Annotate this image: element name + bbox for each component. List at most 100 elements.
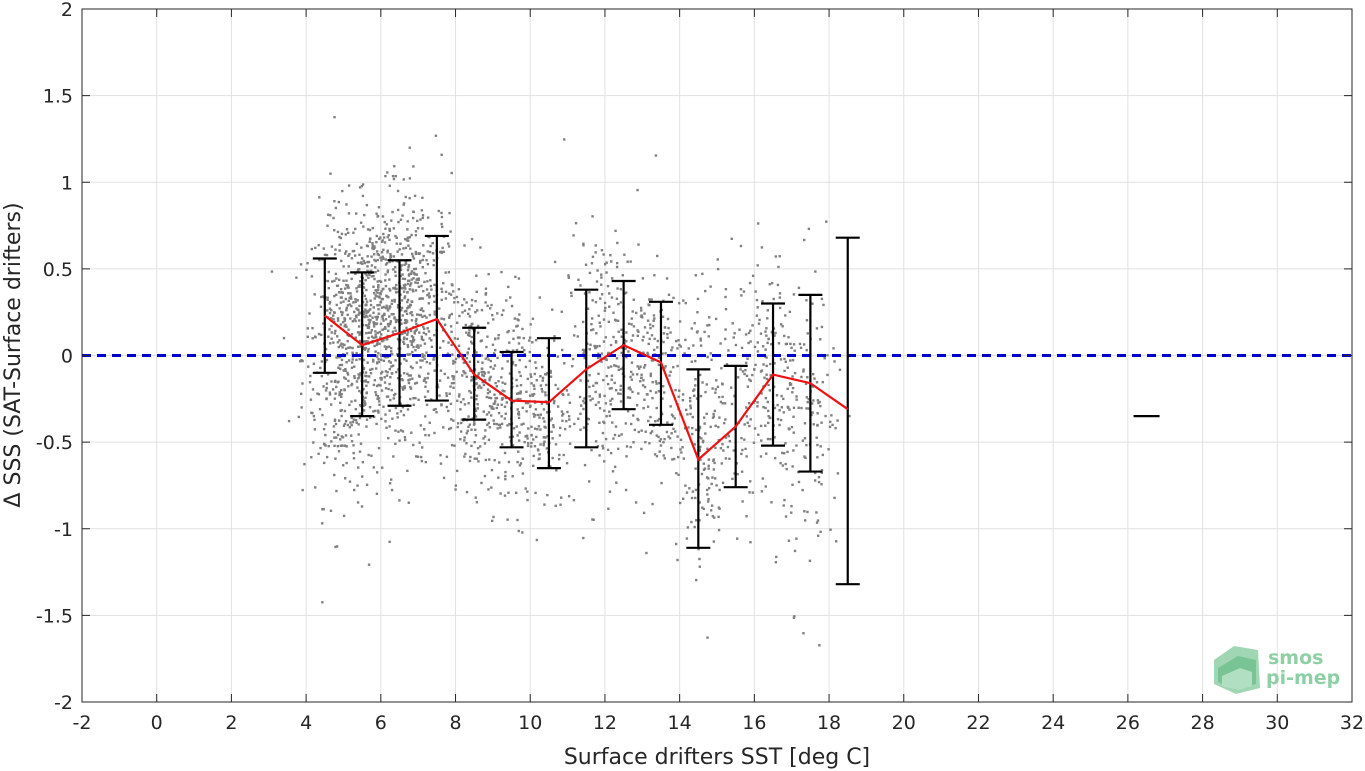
scatter-point [404, 262, 408, 265]
scatter-point [652, 314, 656, 317]
scatter-point [350, 361, 354, 364]
scatter-point [350, 400, 353, 403]
scatter-point [367, 322, 371, 326]
scatter-point [417, 346, 420, 349]
scatter-point [515, 325, 518, 328]
scatter-point [362, 259, 365, 263]
scatter-point [639, 380, 642, 383]
scatter-point [369, 331, 373, 334]
scatter-point [372, 253, 376, 256]
scatter-point [318, 258, 321, 262]
scatter-point [426, 280, 429, 283]
scatter-point [651, 502, 654, 506]
scatter-point [524, 435, 527, 438]
scatter-point [456, 399, 459, 402]
scatter-point [544, 383, 548, 387]
scatter-point [408, 378, 412, 381]
x-tick-label: 14 [668, 712, 692, 734]
scatter-point [357, 313, 360, 316]
scatter-point [560, 310, 563, 313]
scatter-point [816, 412, 819, 415]
scatter-point [317, 393, 321, 396]
scatter-point [390, 372, 394, 375]
scatter-point [390, 350, 393, 353]
scatter-point [745, 406, 748, 409]
scatter-point [820, 421, 823, 424]
scatter-point [764, 406, 767, 410]
scatter-point [549, 465, 552, 468]
scatter-point [602, 340, 606, 343]
scatter-point [567, 274, 570, 277]
scatter-point [698, 519, 701, 522]
scatter-point [421, 227, 424, 230]
scatter-point [582, 348, 586, 352]
scatter-point [354, 399, 357, 402]
scatter-point [365, 274, 368, 277]
scatter-point [694, 496, 697, 500]
scatter-point [389, 346, 393, 350]
scatter-point [700, 472, 704, 476]
scatter-point [718, 507, 721, 510]
scatter-point [410, 335, 414, 338]
scatter-point [467, 347, 471, 350]
scatter-point [421, 359, 424, 362]
scatter-point [374, 330, 377, 333]
scatter-point [583, 397, 586, 400]
scatter-point [461, 303, 464, 307]
scatter-point [603, 309, 607, 312]
scatter-point [570, 294, 573, 298]
scatter-point [488, 404, 492, 408]
scatter-point [749, 379, 752, 383]
scatter-point [492, 419, 495, 422]
scatter-point [391, 174, 395, 178]
scatter-point [465, 490, 469, 494]
scatter-point [590, 317, 594, 320]
scatter-point [673, 430, 677, 433]
scatter-point [631, 390, 634, 394]
scatter-point [782, 504, 785, 507]
scatter-point [517, 319, 520, 322]
scatter-point [384, 325, 387, 329]
scatter-point [493, 458, 496, 462]
scatter-point [353, 374, 356, 378]
scatter-point [341, 321, 345, 324]
scatter-point [795, 395, 798, 398]
scatter-point [536, 428, 539, 431]
scatter-point [724, 418, 727, 421]
scatter-point [813, 377, 816, 380]
scatter-point [334, 545, 337, 549]
scatter-point [607, 320, 611, 324]
scatter-point [535, 435, 538, 439]
scatter-point [340, 313, 344, 317]
scatter-point [694, 274, 697, 277]
scatter-point [653, 317, 656, 320]
scatter-point [463, 309, 467, 312]
scatter-point [531, 393, 534, 396]
scatter-point [589, 343, 592, 346]
scatter-point [467, 425, 470, 429]
scatter-point [348, 296, 351, 300]
scatter-point [838, 368, 842, 372]
scatter-point [367, 331, 371, 334]
scatter-point [364, 314, 368, 317]
scatter-point [270, 270, 274, 273]
scatter-point [829, 420, 832, 424]
scatter-point [487, 371, 490, 374]
scatter-point [568, 425, 572, 428]
scatter-point [470, 428, 473, 431]
scatter-point [619, 384, 623, 388]
scatter-point [328, 311, 332, 315]
scatter-point [815, 436, 818, 439]
scatter-point [722, 449, 725, 452]
scatter-point [644, 430, 647, 433]
scatter-point [376, 291, 379, 294]
scatter-point [674, 542, 678, 546]
scatter-point [306, 335, 309, 339]
scatter-point [521, 346, 524, 349]
scatter-point [521, 406, 524, 410]
scatter-point [428, 235, 431, 239]
scatter-point [492, 352, 496, 355]
scatter-point [518, 464, 522, 467]
scatter-point [597, 352, 600, 355]
scatter-point [406, 228, 409, 231]
